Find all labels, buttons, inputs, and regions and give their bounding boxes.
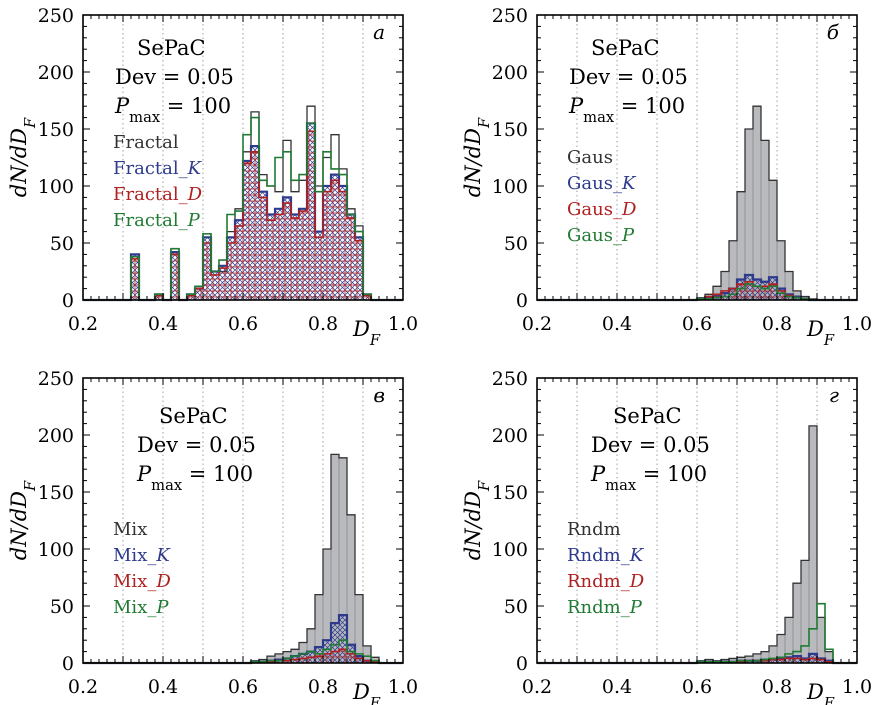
series-gaus_p [537,283,857,301]
x-tick-label: 0.2 [68,676,98,698]
y-tick-label: 200 [492,425,528,447]
y-tick-label: 200 [492,62,528,84]
x-tick-label: 1.0 [388,313,418,335]
series-gaus [537,105,857,301]
legend-entry-rndm: Rndm [567,519,621,540]
legend-entry-mix_d: Mix_D [113,571,171,592]
x-tick-label: 0.4 [602,676,632,698]
y-tick-label: 50 [504,233,528,255]
x-tick-label: 0.2 [522,676,552,698]
y-tick-label: 0 [62,290,74,312]
histogram-panel-4: 0.2 0.4 0.6 0.8 DF 1.0 0 50 100 150 200 250 dN/dDF г S… [461,368,872,705]
x-axis-label: DF [352,680,381,705]
pmax-annotation: Pmax = 100 [590,462,707,494]
x-tick-label: 0.8 [762,676,792,698]
y-tick-label: 0 [62,653,74,675]
x-axis-label: DF [806,317,835,349]
panel-label: в [373,383,385,407]
legend-entry-gaus: Gaus [567,147,613,168]
method-annotation: SePaC [159,404,228,428]
pmax-annotation: Pmax = 100 [136,462,253,494]
panel-label: а [373,20,385,44]
x-axis-label: DF [352,317,381,349]
y-tick-label: 150 [38,482,74,504]
legend-entry-fractal_p: Fractal_P [113,210,201,231]
x-tick-label: 0.2 [522,313,552,335]
x-tick-label: 0.8 [762,313,792,335]
y-tick-label: 250 [38,5,74,27]
y-tick-label: 150 [38,119,74,141]
y-axis-label: dN/dDF [461,480,493,560]
legend-entry-gaus_d: Gaus_D [567,199,637,220]
legend-entry-fractal: Fractal [113,132,179,153]
dev-annotation: Dev = 0.05 [115,65,234,89]
x-tick-label: 1.0 [842,676,872,698]
method-annotation: SePaC [137,36,206,60]
x-tick-label: 0.6 [682,676,712,698]
y-axis-label: dN/dDF [7,117,39,197]
series-fractal_p [83,116,403,301]
y-tick-label: 0 [516,290,528,312]
series-rndm [537,425,857,664]
legend-entry-rndm_p: Rndm_P [567,597,643,618]
y-tick-label: 100 [38,539,74,561]
pmax-annotation: Pmax = 100 [114,94,231,126]
y-tick-label: 100 [492,176,528,198]
legend-entry-rndm_k: Rndm_K [567,545,645,566]
x-tick-label: 1.0 [388,676,418,698]
y-tick-label: 50 [50,233,74,255]
x-axis-label: DF [806,680,835,705]
histogram-panel-3: 0.2 0.4 0.6 0.8 DF 1.0 0 50 100 150 200 250 dN/dDF в S… [7,368,418,705]
legend-entry-gaus_k: Gaus_K [567,173,637,194]
y-tick-label: 200 [38,425,74,447]
method-annotation: SePaC [613,404,682,428]
legend-entry-fractal_k: Fractal_K [113,158,203,179]
x-tick-label: 0.6 [228,676,258,698]
legend-entry-mix_p: Mix_P [113,597,169,618]
x-tick-label: 0.8 [308,676,338,698]
y-tick-label: 100 [492,539,528,561]
x-tick-label: 0.2 [68,313,98,335]
pmax-annotation: Pmax = 100 [568,94,685,126]
y-tick-label: 50 [504,596,528,618]
panel-label: г [829,383,839,407]
legend-entry-fractal_d: Fractal_D [113,184,203,205]
y-tick-label: 250 [492,5,528,27]
dev-annotation: Dev = 0.05 [137,433,256,457]
x-tick-label: 0.4 [602,313,632,335]
legend-entry-mix_k: Mix_K [113,545,171,566]
method-annotation: SePaC [591,36,660,60]
legend-entry-mix: Mix [113,519,147,540]
x-tick-label: 0.4 [148,676,178,698]
y-tick-label: 250 [38,368,74,390]
histogram-panel-2: 0.2 0.4 0.6 0.8 DF 1.0 0 50 100 150 200 250 dN/dDF б S… [461,5,872,349]
y-tick-label: 0 [516,653,528,675]
dev-annotation: Dev = 0.05 [569,65,688,89]
y-axis-label: dN/dDF [461,117,493,197]
dev-annotation: Dev = 0.05 [591,433,710,457]
histogram-panel-1: 0.2 0.4 0.6 0.8 DF 1.0 0 50 100 150 200 250 dN/dDF а S… [7,5,418,349]
y-tick-label: 150 [492,119,528,141]
x-tick-label: 0.4 [148,313,178,335]
panel-label: б [827,20,840,44]
y-tick-label: 250 [492,368,528,390]
y-tick-label: 150 [492,482,528,504]
y-tick-label: 100 [38,176,74,198]
x-tick-label: 0.6 [228,313,258,335]
series-mix [83,453,403,664]
y-axis-label: dN/dDF [7,480,39,560]
y-tick-label: 200 [38,62,74,84]
y-tick-label: 50 [50,596,74,618]
x-tick-label: 1.0 [842,313,872,335]
x-tick-label: 0.6 [682,313,712,335]
series-mix_p [83,639,403,664]
legend-entry-gaus_p: Gaus_P [567,225,635,246]
legend-entry-rndm_d: Rndm_D [567,571,645,592]
x-tick-label: 0.8 [308,313,338,335]
